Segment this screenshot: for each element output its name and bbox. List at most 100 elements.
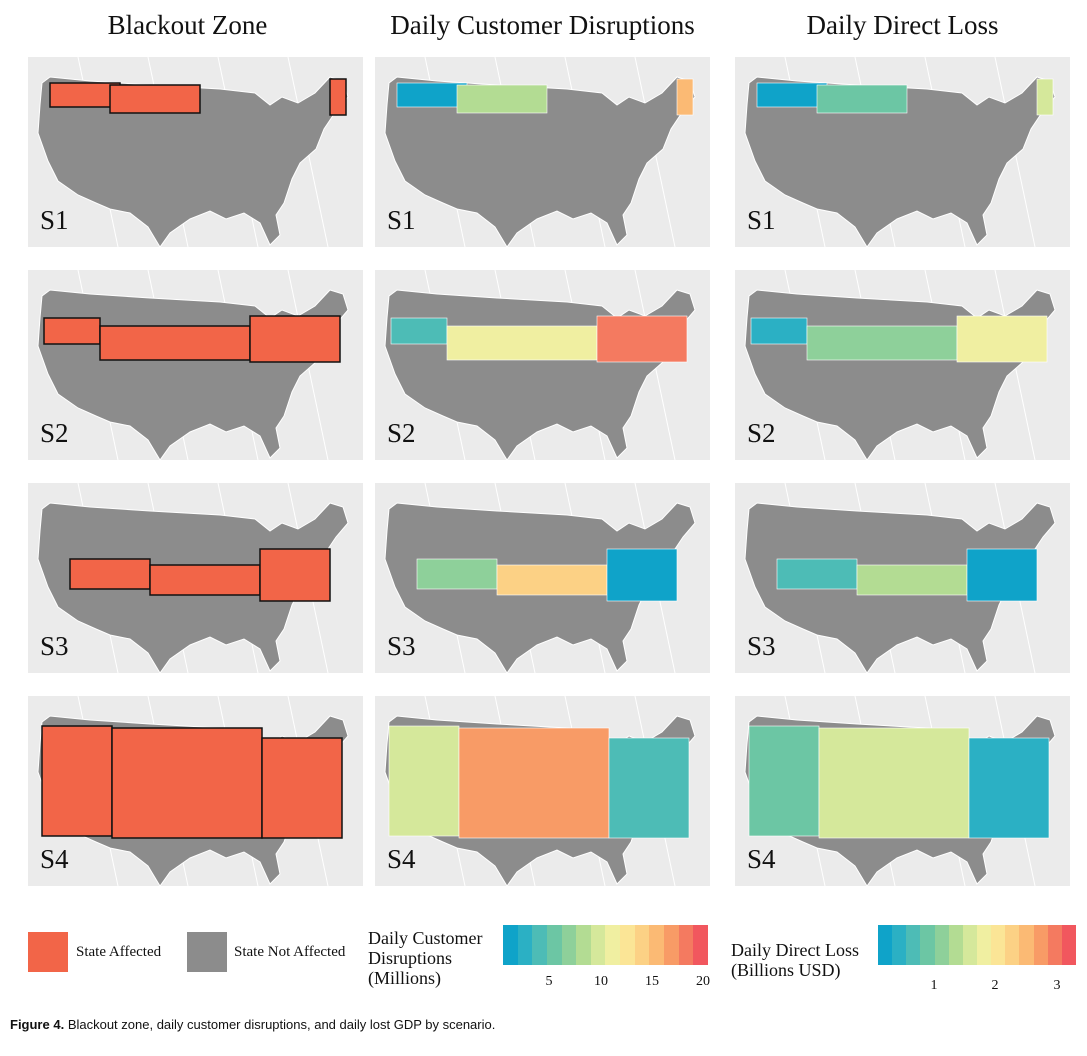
map-panel: S1: [28, 57, 363, 247]
scenario-label: S1: [747, 205, 776, 235]
scenario-label: S4: [747, 844, 776, 874]
colorbar-step: [634, 925, 650, 965]
valued-region: [818, 727, 970, 839]
us-map: [37, 483, 349, 673]
colorbar-step: [503, 925, 518, 965]
affected-region: [41, 725, 113, 837]
colorbar-step: [892, 925, 907, 965]
column-title-direct-loss: Daily Direct Loss: [806, 10, 999, 40]
us-map: [37, 270, 349, 460]
affected-region: [43, 317, 101, 345]
scenario-label: S2: [40, 418, 69, 448]
valued-region: [856, 564, 968, 596]
valued-region: [496, 564, 608, 596]
valued-region: [446, 325, 598, 361]
affected-region: [111, 727, 263, 839]
colorbar-step: [948, 925, 963, 965]
colorbar-step: [906, 925, 921, 965]
valued-region: [968, 737, 1050, 839]
valued-region: [396, 82, 468, 108]
scenario-label: S3: [747, 631, 776, 661]
affected-region: [49, 82, 121, 108]
colorbar-step: [991, 925, 1006, 965]
affected-region: [149, 564, 261, 596]
caption-label: Figure 4.: [10, 1017, 65, 1032]
colorbar-step: [878, 925, 893, 965]
colorbar-step: [1005, 925, 1020, 965]
valued-region: [676, 78, 694, 116]
map-panel: S3: [735, 483, 1070, 673]
colorbar-step: [962, 925, 977, 965]
affected-region: [109, 84, 201, 114]
colorbar-title-loss: Daily Direct Loss (Billions USD): [731, 940, 859, 980]
colorbar-step: [649, 925, 665, 965]
us-map: [384, 696, 696, 886]
valued-region: [1036, 78, 1054, 116]
legend-swatch-affected: [28, 932, 68, 972]
us-outline: [384, 289, 696, 460]
valued-region: [806, 325, 958, 361]
affected-region: [329, 78, 347, 116]
colorbar-step: [546, 925, 562, 965]
colorbar-tick: 3: [1053, 978, 1061, 993]
valued-region: [816, 84, 908, 114]
valued-region: [388, 725, 460, 837]
colorbar-step: [561, 925, 577, 965]
colorbar-step: [976, 925, 992, 965]
colorbar-step: [693, 925, 708, 965]
us-outline: [744, 289, 1056, 460]
us-map: [37, 696, 349, 886]
scenario-label: S2: [747, 418, 776, 448]
legend-label-not-affected: State Not Affected: [234, 944, 346, 960]
affected-region: [99, 325, 251, 361]
colorbar-tick: 20: [696, 974, 710, 989]
map-panel: S1: [375, 57, 710, 247]
colorbar-step: [1047, 925, 1062, 965]
us-map: [744, 696, 1056, 886]
colorbar-step: [934, 925, 949, 965]
affected-region: [259, 548, 331, 602]
colorbar-step: [620, 925, 635, 965]
map-panel: S4: [28, 696, 363, 886]
column-title-blackout-zone: Blackout Zone: [107, 10, 268, 40]
colorbar-step: [1033, 925, 1048, 965]
valued-region: [606, 548, 678, 602]
scenario-label: S1: [40, 205, 69, 235]
colorbar-tick: 2: [991, 978, 999, 993]
map-panel: S3: [375, 483, 710, 673]
colorbar-step: [605, 925, 621, 965]
valued-region: [458, 727, 610, 839]
colorbar-step: [920, 925, 935, 965]
us-map: [384, 270, 696, 460]
column-title-customer-disruptions: Daily Customer Disruptions: [390, 10, 695, 40]
affected-region: [69, 558, 151, 590]
scenario-label: S4: [40, 844, 69, 874]
map-panel: S3: [28, 483, 363, 673]
map-panel: S4: [735, 696, 1070, 886]
us-map: [384, 483, 696, 673]
figure-caption: Figure 4. Blackout zone, daily customer …: [10, 1017, 495, 1032]
colorbar-step: [664, 925, 679, 965]
valued-region: [956, 315, 1048, 363]
colorbar-step: [1019, 925, 1034, 965]
valued-region: [416, 558, 498, 590]
scenario-label: S2: [387, 418, 416, 448]
valued-region: [390, 317, 448, 345]
colorbar-step: [590, 925, 606, 965]
caption-text: Blackout zone, daily customer disruption…: [67, 1017, 496, 1032]
colorbar-step: [532, 925, 547, 965]
valued-region: [748, 725, 820, 837]
us-map: [744, 483, 1056, 673]
us-map: [744, 270, 1056, 460]
colorbar-tick: 10: [594, 974, 608, 989]
valued-region: [456, 84, 548, 114]
affected-region: [261, 737, 343, 839]
colorbar-step: [517, 925, 533, 965]
us-outline: [37, 76, 349, 247]
colorbar-title-disruptions: Daily Customer Disruptions (Millions): [368, 928, 483, 988]
scenario-label: S1: [387, 205, 416, 235]
affected-region: [249, 315, 341, 363]
scenario-label: S3: [40, 631, 69, 661]
us-outline: [384, 76, 696, 247]
valued-region: [596, 315, 688, 363]
